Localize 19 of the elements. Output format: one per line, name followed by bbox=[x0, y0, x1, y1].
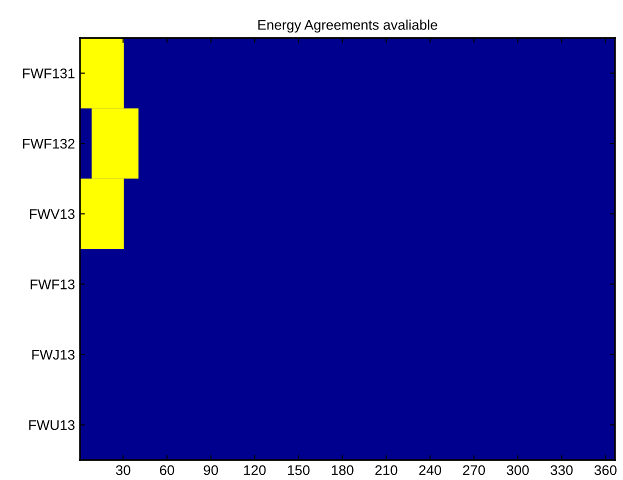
x-tick-label: 240 bbox=[419, 465, 442, 476]
x-tick-label: 30 bbox=[116, 465, 130, 476]
y-tick-label: FWU13 bbox=[29, 420, 75, 430]
y-tick-label: FWF13 bbox=[30, 280, 75, 290]
x-tick-label: 180 bbox=[332, 465, 354, 476]
x-tick-label: 150 bbox=[288, 465, 310, 476]
x-tick-label: 90 bbox=[204, 465, 218, 476]
x-tick-label: 60 bbox=[160, 465, 174, 476]
x-tick-label: 330 bbox=[550, 465, 573, 476]
chart-title: Energy Agreements avaliable bbox=[258, 20, 438, 33]
x-tick-label: 270 bbox=[463, 465, 485, 476]
y-tick-label: FWF131 bbox=[23, 68, 74, 78]
x-tick-label: 360 bbox=[594, 465, 617, 476]
y-tick-label: FWJ13 bbox=[32, 350, 75, 360]
x-tick-label: 300 bbox=[506, 465, 529, 476]
x-tick-label: 210 bbox=[375, 465, 398, 476]
x-tick-label: 120 bbox=[244, 465, 266, 476]
y-tick-label: FWF132 bbox=[23, 138, 74, 149]
y-tick-label: FWV13 bbox=[30, 209, 75, 220]
